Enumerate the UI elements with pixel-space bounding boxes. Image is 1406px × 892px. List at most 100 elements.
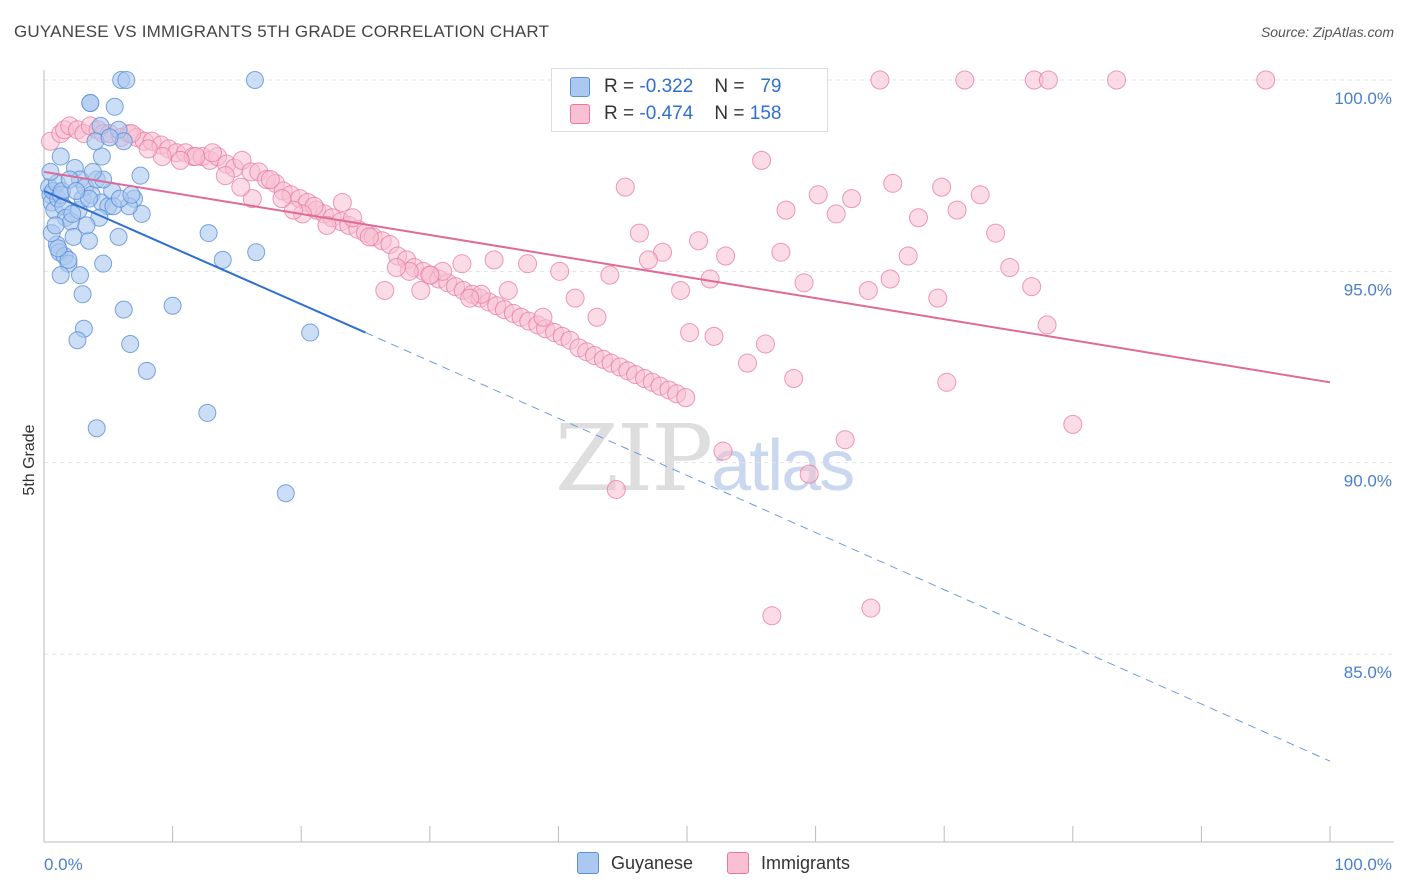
trend-line-guyanese: [43, 190, 366, 334]
legend-n-value: 158: [749, 103, 782, 124]
axis-labels: 85.0% 90.0% 95.0% 100.0% 0.0% 100.0% 5th Grade: [21, 89, 1392, 874]
legend-row-guyanese: R = -0.322 N = 79: [570, 75, 781, 99]
point-immigrants: [898, 246, 918, 266]
series-immigrants-points: [40, 70, 1276, 626]
point-immigrants: [835, 430, 855, 450]
point-immigrants: [676, 388, 696, 408]
point-immigrants: [484, 250, 504, 270]
point-guyanese: [109, 227, 128, 246]
point-immigrants: [460, 288, 480, 308]
point-guyanese: [117, 71, 136, 89]
trend-lines: [43, 170, 1331, 762]
point-immigrants: [533, 307, 553, 327]
point-immigrants: [752, 150, 772, 170]
point-immigrants: [713, 441, 733, 461]
point-immigrants: [242, 189, 262, 209]
point-immigrants: [937, 372, 957, 392]
point-immigrants: [1256, 70, 1276, 90]
point-guyanese: [77, 216, 96, 235]
point-immigrants: [762, 606, 782, 626]
point-immigrants: [858, 280, 878, 300]
point-immigrants: [1107, 70, 1127, 90]
point-guyanese: [51, 147, 70, 166]
legend-r-value: -0.322: [639, 76, 694, 97]
point-immigrants: [386, 258, 406, 278]
legend-row-immigrants: R = -0.474 N = 158: [570, 102, 781, 126]
point-guyanese: [67, 181, 86, 200]
y-tick-label: 85.0%: [1344, 663, 1392, 682]
point-immigrants: [870, 70, 890, 90]
point-guyanese: [81, 93, 100, 112]
series-legend-label-guyanese: Guyanese: [611, 852, 694, 873]
point-guyanese: [131, 166, 150, 185]
point-immigrants: [272, 189, 292, 209]
trend-line-guyanese-extension: [365, 332, 1331, 762]
y-tick-label: 100.0%: [1334, 89, 1392, 108]
point-guyanese: [46, 216, 65, 235]
point-immigrants: [587, 307, 607, 327]
point-immigrants: [231, 177, 251, 197]
point-immigrants: [1063, 414, 1083, 434]
point-immigrants: [1037, 315, 1057, 335]
point-guyanese: [245, 71, 264, 89]
point-guyanese: [59, 250, 78, 269]
trend-line-immigrants: [43, 170, 1331, 384]
chart-title: GUYANESE VS IMMIGRANTS 5TH GRADE CORRELA…: [14, 22, 550, 41]
point-immigrants: [317, 215, 337, 235]
legend-r-label: R =: [604, 103, 635, 124]
point-guyanese: [213, 250, 232, 269]
point-immigrants: [1038, 70, 1058, 90]
point-immigrants: [498, 280, 518, 300]
point-immigrants: [842, 189, 862, 209]
point-immigrants: [826, 204, 846, 224]
point-immigrants: [928, 288, 948, 308]
point-guyanese: [80, 231, 99, 250]
point-immigrants: [565, 288, 585, 308]
point-immigrants: [808, 185, 828, 205]
point-immigrants: [771, 242, 791, 262]
point-immigrants: [375, 280, 395, 300]
point-immigrants: [986, 223, 1006, 243]
point-immigrants: [260, 169, 280, 189]
point-guyanese: [92, 147, 111, 166]
point-immigrants: [518, 254, 538, 274]
point-guyanese: [68, 331, 87, 350]
legend-n-label: N =: [714, 103, 745, 124]
series-legend-label-immigrants: Immigrants: [761, 852, 851, 873]
watermark-atlas: atlas: [711, 426, 855, 506]
point-immigrants: [970, 185, 990, 205]
series-legend-swatch-immigrants: [727, 852, 749, 874]
point-immigrants: [452, 254, 472, 274]
point-immigrants: [784, 368, 804, 388]
point-immigrants: [420, 265, 440, 285]
x-tick-label: 0.0%: [44, 855, 83, 874]
point-immigrants: [600, 265, 620, 285]
point-guyanese: [87, 419, 106, 438]
point-guyanese: [49, 239, 68, 258]
point-immigrants: [799, 464, 819, 484]
point-immigrants: [755, 334, 775, 354]
point-guyanese: [121, 335, 140, 354]
series-legend-immigrants: Immigrants: [727, 852, 850, 874]
y-tick-label: 90.0%: [1344, 472, 1392, 491]
point-guyanese: [41, 162, 60, 181]
point-guyanese: [137, 361, 156, 380]
legend-r-label: R =: [604, 76, 635, 97]
point-immigrants: [359, 227, 379, 247]
legend-swatch-immigrants: [570, 104, 590, 124]
point-guyanese: [63, 204, 82, 223]
point-immigrants: [716, 246, 736, 266]
point-immigrants: [411, 280, 431, 300]
legend-n-value: 79: [760, 76, 782, 97]
legend-swatch-guyanese: [570, 77, 590, 97]
point-guyanese: [198, 403, 217, 422]
point-guyanese: [114, 300, 133, 319]
point-immigrants: [955, 70, 975, 90]
watermark-zip: ZIP: [555, 405, 713, 512]
point-immigrants: [1000, 258, 1020, 278]
point-guyanese: [301, 323, 320, 342]
watermark: ZIPatlas: [555, 405, 855, 512]
point-guyanese: [94, 254, 113, 273]
point-guyanese: [105, 97, 124, 116]
